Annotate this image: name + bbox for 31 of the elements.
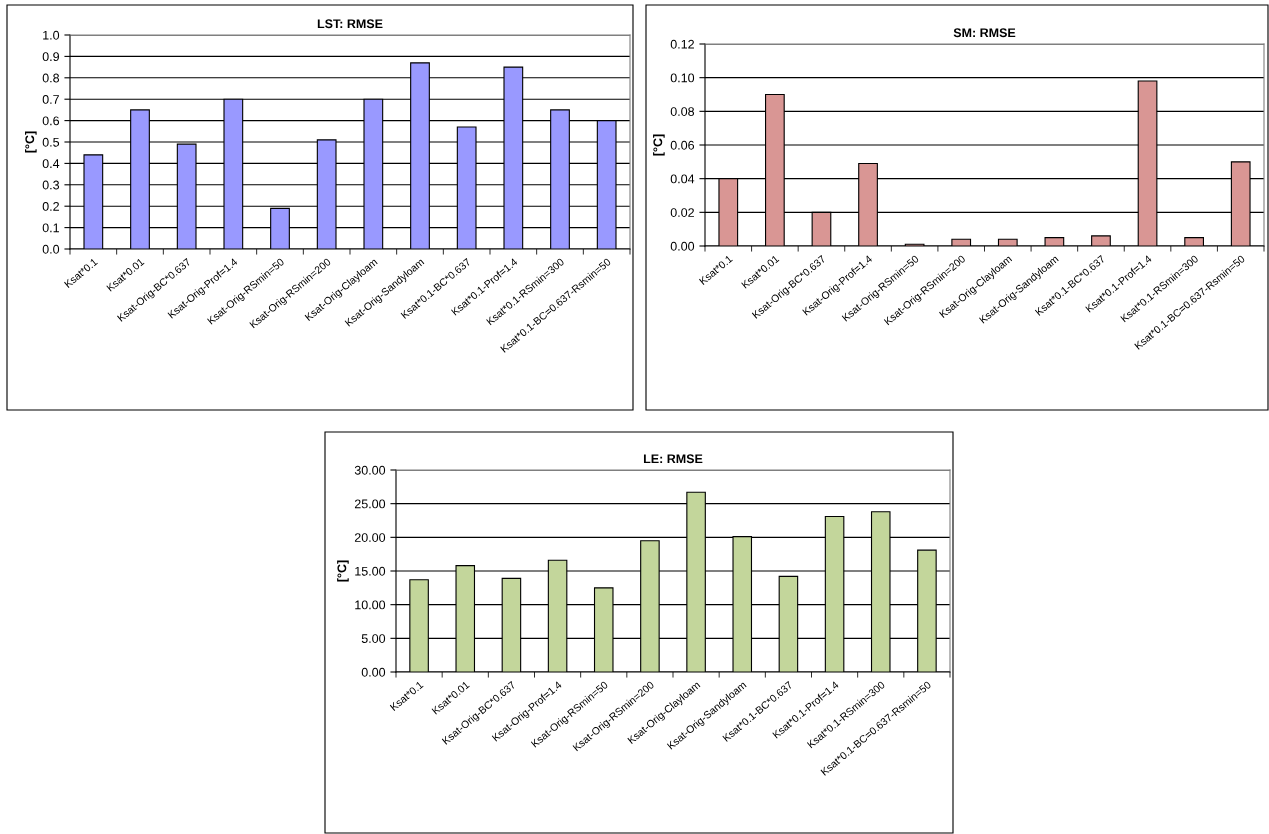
y-tick-label: 0.06 (670, 140, 695, 150)
chart-title: LE: RMSE (643, 454, 703, 464)
y-tick-label: 0.8 (42, 73, 60, 83)
y-tick-label: 20.00 (354, 533, 386, 542)
y-tick-label: 0.02 (670, 208, 694, 217)
y-tick-label: 0.04 (670, 174, 695, 184)
chart-title: SM: RMSE (953, 28, 1016, 38)
y-tick-label: 15.00 (355, 566, 386, 576)
y-tick-label: 0.3 (42, 180, 60, 190)
y-tick-label: 5.00 (361, 634, 386, 643)
y-tick-label: 0.00 (670, 241, 695, 251)
y-tick-label: 0.08 (670, 107, 695, 116)
chart-title: LST: RMSE (317, 19, 383, 29)
y-tick-label: 1.0 (43, 30, 60, 40)
y-tick-label: 0.1 (42, 223, 59, 233)
y-tick-label: 0.2 (42, 202, 59, 211)
y-axis-title: [°C] (25, 131, 37, 153)
y-tick-label: 0.0 (42, 244, 60, 254)
y-tick-label: 0.12 (670, 39, 694, 49)
y-axis-title: [°C] (653, 134, 665, 156)
y-tick-label: 0.9 (42, 52, 59, 62)
y-tick-label: 25.00 (354, 499, 386, 509)
y-tick-label: 0.4 (42, 159, 60, 169)
y-tick-label: 0.5 (42, 137, 60, 147)
y-tick-label: 0.7 (42, 95, 59, 104)
y-tick-label: 0.10 (670, 73, 695, 83)
y-tick-label: 0.6 (42, 116, 60, 126)
y-tick-label: 0.00 (361, 667, 386, 677)
y-tick-label: 30.00 (354, 465, 386, 475)
y-tick-label: 10.00 (355, 600, 386, 610)
y-axis-title: [°C] (337, 560, 349, 582)
